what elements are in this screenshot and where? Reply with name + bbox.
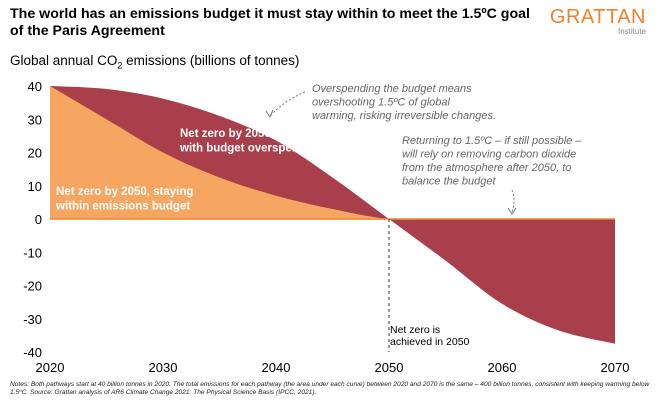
label-overspend-series: Net zero by 2050 with budget overspend	[179, 128, 306, 155]
chart-notes: Notes: Both pathways start at 40 billion…	[10, 381, 650, 397]
label-overspend-series-line: with budget overspend	[179, 143, 306, 155]
subtitle-suffix: emissions (billions of tonnes)	[122, 53, 300, 68]
arrow-return-head	[507, 207, 517, 215]
x-tick-label: 2030	[149, 360, 178, 375]
label-net-zero-2050-line: achieved in 2050	[390, 336, 470, 348]
arrow-return-leader	[511, 189, 515, 213]
series-budget-area	[50, 86, 615, 220]
label-budget-series-line: within emissions budget	[55, 201, 190, 213]
annotation-return-note: Returning to 1.5ºC – if still possible –…	[402, 135, 582, 188]
annotation-overspend-note-line: Overspending the budget means	[312, 83, 472, 95]
subtitle-prefix: Global annual CO	[10, 53, 118, 68]
y-tick-label: 30	[28, 112, 42, 127]
y-tick-label: 20	[28, 146, 42, 161]
arrow-overspend-head	[265, 109, 274, 119]
annotation-overspend-note-line: warming, risking irreversible changes.	[312, 110, 496, 122]
label-net-zero-2050-line: Net zero is	[390, 324, 440, 336]
y-tick-label: 40	[28, 79, 42, 94]
x-tick-label: 2060	[488, 360, 517, 375]
y-tick-label: -40	[23, 345, 42, 360]
y-axis-label: Global annual CO2 emissions (billions of…	[10, 53, 299, 71]
y-tick-label: -10	[23, 245, 42, 260]
x-tick-label: 2020	[36, 360, 65, 375]
annotation-overspend-note: Overspending the budget means overshootin…	[312, 83, 496, 122]
label-budget-series-line: Net zero by 2050, staying	[56, 186, 193, 198]
logo-main-text: GRATTAN	[549, 6, 646, 28]
label-budget-series: Net zero by 2050, staying within emission…	[55, 186, 193, 213]
x-tick-label: 2050	[375, 360, 404, 375]
y-tick-label: 0	[35, 212, 42, 227]
arrow-overspend-leader	[269, 91, 306, 117]
y-tick-label: -30	[23, 312, 42, 327]
y-tick-label: -20	[23, 279, 42, 294]
x-tick-label: 2040	[262, 360, 291, 375]
logo-sub-text: Institute	[617, 27, 646, 36]
label-net-zero-2050: Net zero is achieved in 2050	[390, 324, 470, 348]
x-tick-label: 2070	[601, 360, 630, 375]
annotation-return-note-line: balance the budget	[402, 176, 497, 188]
annotation-return-note-line: Returning to 1.5ºC – if still possible –	[402, 135, 582, 147]
annotation-return-note-line: from the atmosphere after 2050, to	[402, 162, 571, 174]
annotation-return-note-line: will rely on removing carbon dioxide	[402, 149, 576, 161]
label-overspend-series-line: Net zero by 2050	[180, 128, 271, 140]
grattan-logo: GRATTAN Institute	[550, 7, 646, 36]
annotation-overspend-note-line: overshooting 1.5ºC of global	[312, 97, 450, 109]
chart-title: The world has an emissions budget it mus…	[10, 6, 530, 39]
subtitle-subscript: 2	[117, 60, 123, 71]
y-tick-label: 10	[28, 179, 42, 194]
